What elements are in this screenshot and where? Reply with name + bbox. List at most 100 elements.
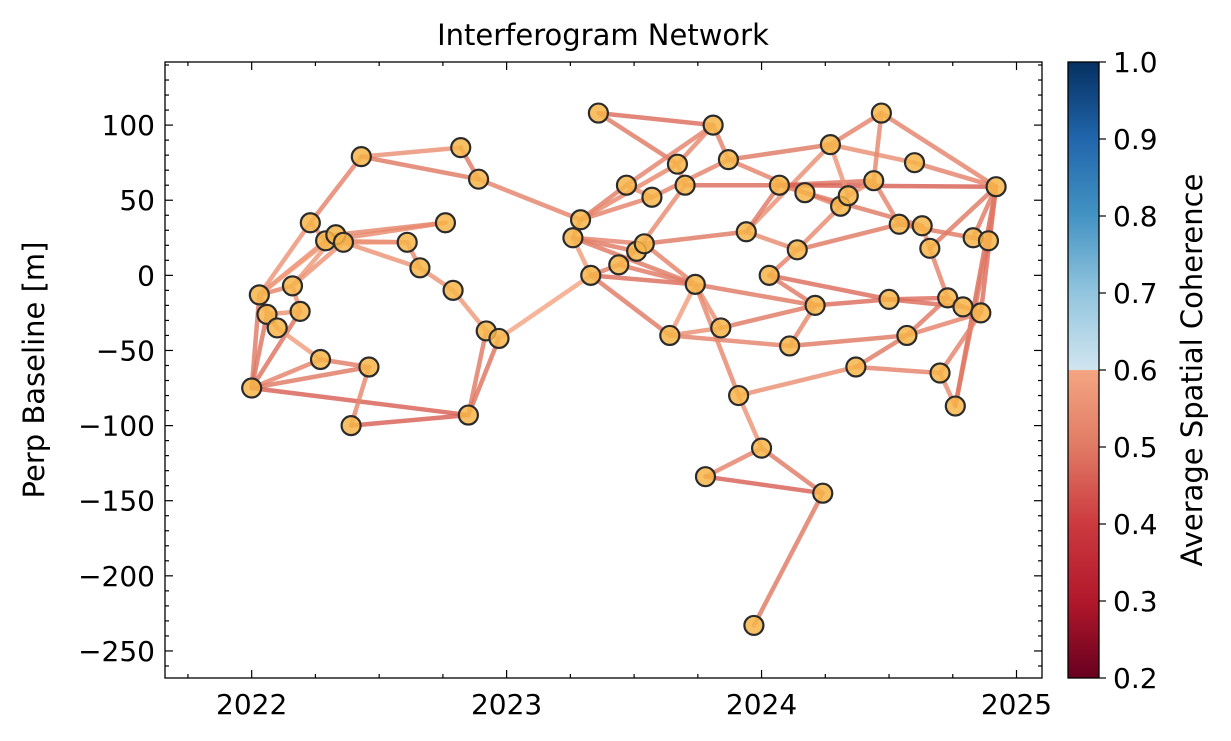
network-edge <box>290 240 346 289</box>
network-edge <box>912 160 999 189</box>
acquisition-node <box>442 279 464 301</box>
colorbar-tick-label: 1.0 <box>1113 46 1158 79</box>
network-edge <box>751 490 825 628</box>
network-edge <box>249 312 270 391</box>
acquisition-node <box>248 284 270 306</box>
acquisition-node <box>845 356 867 378</box>
acquisition-node <box>903 152 926 174</box>
acquisition-node <box>450 137 472 159</box>
acquisition-node <box>888 213 910 235</box>
network-edge <box>578 194 655 223</box>
acquisition-node <box>702 114 724 136</box>
y-tick-label: −50 <box>96 334 155 367</box>
acquisition-node <box>694 466 717 488</box>
acquisition-node <box>786 239 808 261</box>
acquisition-node <box>794 182 816 204</box>
network-edge <box>937 310 984 376</box>
network-edge <box>596 110 680 167</box>
acquisition-node <box>659 324 681 347</box>
acquisition-node <box>467 168 490 190</box>
acquisition-node <box>299 212 321 234</box>
network-edge <box>359 145 463 159</box>
network-edge <box>871 110 884 183</box>
acquisition-node <box>911 215 933 237</box>
network-edge <box>927 184 999 251</box>
acquisition-node <box>870 102 892 124</box>
network-edge <box>624 122 716 188</box>
acquisition-node <box>952 296 974 318</box>
colorbar-tick-label: 0.3 <box>1113 585 1158 618</box>
network-edge <box>759 445 825 496</box>
acquisition-node <box>569 209 592 231</box>
acquisition-node <box>837 185 859 207</box>
acquisition-node <box>241 377 263 399</box>
acquisition-node <box>735 221 757 243</box>
acquisition-node <box>332 231 355 253</box>
acquisition-node <box>340 414 362 437</box>
acquisition-node <box>944 395 966 417</box>
acquisition-node <box>743 614 765 637</box>
acquisition-node <box>896 324 918 347</box>
acquisition-node <box>863 170 885 192</box>
acquisition-node <box>674 174 696 196</box>
y-axis: 100 50 0 −50 −100 −150 −200 −250 <box>78 64 1042 668</box>
acquisition-node <box>641 186 663 208</box>
y-axis-label: Perp Baseline [m] <box>17 242 51 499</box>
network-edge <box>703 474 825 496</box>
x-tick-label: 2024 <box>726 688 797 721</box>
x-tick-label: 2025 <box>981 688 1052 721</box>
acquisition-node <box>562 227 584 249</box>
network-edge <box>588 273 673 338</box>
acquisition-node <box>878 288 900 310</box>
acquisition-node <box>728 384 750 407</box>
acquisition-node <box>309 348 332 371</box>
network-edge <box>359 154 481 182</box>
y-tick-label: −250 <box>78 635 155 668</box>
colorbar: 0.2 0.3 0.4 0.5 0.6 0.7 0.8 0.9 1.0 Average Spat… <box>1067 46 1209 695</box>
acquisition-node <box>396 231 418 253</box>
network-edge <box>718 303 818 331</box>
plot-frame <box>164 61 1043 679</box>
network-edge <box>588 273 698 287</box>
network-edge <box>904 310 984 338</box>
network-edge <box>693 282 818 308</box>
acquisition-node <box>970 302 992 324</box>
network-edge <box>642 229 749 247</box>
acquisition-node <box>358 356 380 378</box>
acquisition-node <box>919 237 941 259</box>
colorbar-tick-label: 0.5 <box>1113 431 1158 464</box>
colorbar-tick-label: 0.7 <box>1113 277 1158 310</box>
network-edge <box>249 309 303 391</box>
x-tick-label: 2023 <box>471 688 542 721</box>
acquisition-node <box>804 294 826 316</box>
acquisition-node <box>977 230 1000 252</box>
y-tick-label: −200 <box>78 560 155 593</box>
acquisition-node <box>587 102 610 124</box>
colorbar-tick-label: 0.4 <box>1113 508 1158 541</box>
acquisition-node <box>281 275 304 297</box>
network-edge <box>308 154 364 226</box>
network-edge <box>736 364 859 398</box>
network-edge <box>466 336 502 418</box>
colorbar-label: Average Spatial Coherence <box>1175 174 1209 567</box>
y-tick-label: −100 <box>78 410 155 443</box>
acquisition-node <box>580 264 602 286</box>
network-edge <box>341 240 423 271</box>
network-edge <box>257 220 313 298</box>
x-tick-label: 2022 <box>216 688 287 721</box>
network-edge <box>693 282 741 398</box>
y-tick-label: 0 <box>137 259 155 292</box>
acquisition-node <box>758 264 780 286</box>
colorbar-ticks: 0.2 0.3 0.4 0.5 0.6 0.7 0.8 0.9 1.0 <box>1099 46 1158 695</box>
network-edge <box>249 364 372 391</box>
network-edge <box>642 241 698 287</box>
acquisition-node <box>350 146 372 168</box>
network-edge <box>896 222 976 241</box>
acquisition-node <box>684 273 706 295</box>
acquisition-node <box>717 149 740 171</box>
network-edge <box>616 262 698 287</box>
colorbar-tick-label: 0.2 <box>1113 662 1158 695</box>
acquisition-node <box>488 327 510 350</box>
acquisition-node <box>289 300 311 323</box>
